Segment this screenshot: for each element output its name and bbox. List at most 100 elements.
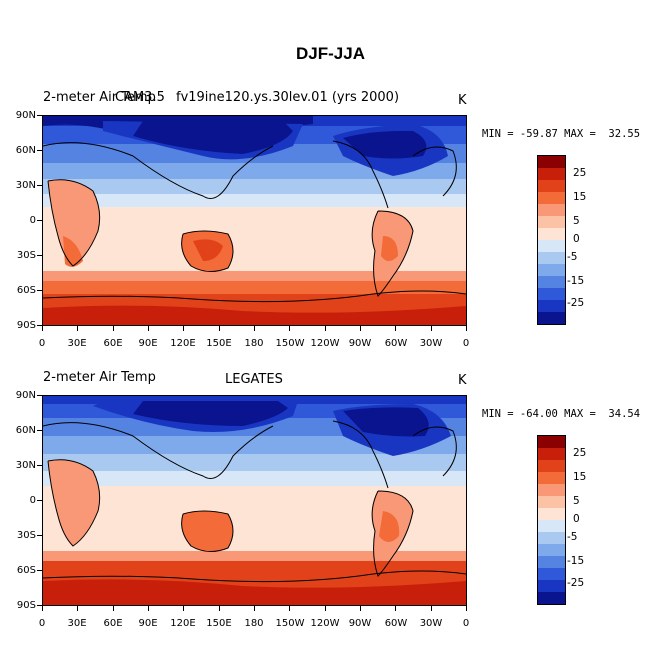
map-field [43,396,466,605]
lon-tick [112,606,114,611]
lat-tick [37,430,42,431]
lon-label: 60W [384,338,408,349]
lat-tick [37,395,42,396]
lon-label: 30W [419,618,443,629]
lon-tick [395,326,397,331]
colorbar-swatch [538,592,565,604]
lat-tick [37,465,42,466]
lon-tick [77,326,79,331]
colorbar-swatch [538,556,565,568]
colorbar [537,155,566,325]
lon-tick [183,606,185,611]
panel-units-label: K [458,93,467,108]
lat-label: 30N [15,460,36,471]
lat-label: 90N [15,390,36,401]
lon-tick [430,606,432,611]
lat-tick [37,325,42,326]
lon-label: 150E [206,338,232,349]
lat-label: 60S [16,565,36,576]
lat-label: 0 [29,215,36,226]
lat-tick [37,605,42,606]
lat-label: 30N [15,180,36,191]
colorbar-swatch [538,532,565,544]
lon-label: 150W [275,618,305,629]
min-max-readout: MIN = -64.00 MAX = 34.54 [482,408,641,420]
lon-tick [360,326,361,331]
panel-left-label: 2-meter Air Temp [43,90,156,105]
lon-label: 180 [244,338,264,349]
colorbar-label: 15 [573,191,587,203]
colorbar-swatch [538,544,565,556]
colorbar-label: -5 [567,251,578,263]
colorbar-swatch [538,520,565,532]
lat-tick [37,535,42,536]
colorbar-swatch [538,180,565,192]
lon-label: 120W [310,338,340,349]
lat-tick [37,500,42,501]
lon-label: 0 [462,618,470,629]
lat-tick [37,220,42,221]
lon-label: 120E [170,618,196,629]
lat-label: 30S [16,250,36,261]
lon-label: 120E [170,338,196,349]
colorbar-label: -15 [567,275,585,287]
colorbar-label: 5 [573,215,580,227]
lon-label: 120W [310,618,340,629]
min-max-readout: MIN = -59.87 MAX = 32.55 [482,128,641,140]
lat-label: 60N [15,425,36,436]
colorbar-label: 5 [573,495,580,507]
lat-tick [37,150,42,151]
lon-label: 30E [67,338,87,349]
colorbar-swatch [538,228,565,240]
lat-label: 0 [29,495,36,506]
colorbar-swatch [538,204,565,216]
lat-label: 90N [15,110,36,121]
lat-label: 60S [16,285,36,296]
lon-label: 30W [419,338,443,349]
lon-tick [218,326,220,331]
colorbar-swatch [538,568,565,580]
colorbar-swatch [538,448,565,460]
colorbar-label: -25 [567,577,585,589]
colorbar-swatch [538,276,565,288]
map-field [43,116,466,325]
colorbar-label: 25 [573,447,587,459]
lon-label: 90W [348,338,372,349]
colorbar-swatch [538,288,565,300]
lon-tick [289,326,291,331]
colorbar-swatch [538,484,565,496]
colorbar-swatch [538,436,565,448]
lon-tick [254,326,255,331]
lon-label: 30E [67,618,87,629]
lon-tick [466,326,467,331]
colorbar-swatch [538,216,565,228]
lon-tick [430,326,432,331]
colorbar-swatch [538,580,565,592]
lon-label: 180 [244,618,264,629]
lon-tick [183,326,185,331]
lon-label: 90E [138,338,158,349]
lon-tick [42,326,43,331]
lon-label: 0 [462,338,470,349]
colorbar-label: 25 [573,167,587,179]
colorbar-swatch [538,460,565,472]
lon-tick [395,606,397,611]
lon-tick [112,326,114,331]
colorbar-label: 0 [573,233,580,245]
lon-label: 60W [384,618,408,629]
lat-tick [37,570,42,571]
lon-label: 90W [348,618,372,629]
temperature-map [42,115,467,326]
temperature-map [42,395,467,606]
colorbar-swatch [538,156,565,168]
colorbar-label: -25 [567,297,585,309]
lon-tick [466,606,467,611]
lon-tick [360,606,361,611]
colorbar-swatch [538,168,565,180]
panel-center-label: LEGATES [225,372,283,387]
lat-tick [37,185,42,186]
lat-label: 90S [16,600,36,611]
lat-tick [37,255,42,256]
colorbar-swatch [538,192,565,204]
lon-label: 0 [38,338,46,349]
